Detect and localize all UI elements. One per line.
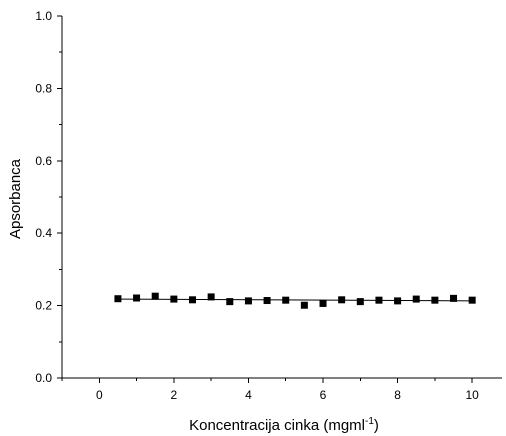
x-tick-label: 0 (96, 388, 103, 402)
x-tick-label: 2 (171, 388, 178, 402)
x-tick-label: 6 (320, 388, 327, 402)
y-tick-label: 0.4 (35, 226, 52, 240)
data-point (170, 295, 178, 303)
data-point (394, 297, 402, 305)
y-tick-label: 0.0 (35, 371, 52, 385)
data-point (431, 296, 439, 304)
ticks: 0.0 0.2 0.4 0.6 0.8 1.0 0 2 4 6 8 10 (35, 9, 479, 402)
y-axis-title: Apsorbanca (7, 158, 24, 239)
data-point (282, 296, 290, 304)
y-tick-label: 0.6 (35, 154, 52, 168)
x-axis-title-main: Koncentracija cinka (mgml (189, 417, 365, 434)
data-point (375, 296, 383, 304)
data-point (151, 292, 159, 300)
data-point (450, 294, 458, 302)
x-axis-title-end: ) (374, 417, 379, 434)
data-point (226, 298, 234, 306)
data-point (244, 297, 252, 305)
data-point (114, 295, 122, 303)
x-tick-label: 4 (245, 388, 252, 402)
data-point (319, 299, 327, 307)
data-point (189, 296, 197, 304)
x-axis-title: Koncentracija cinka (mgml-1) (189, 416, 379, 434)
x-tick-label: 10 (465, 388, 479, 402)
data-point (468, 296, 476, 304)
x-axis-title-superscript: -1 (365, 416, 374, 427)
data-point (338, 296, 346, 304)
data-points (114, 292, 476, 309)
axes (61, 16, 502, 379)
y-tick-label: 0.2 (35, 299, 52, 313)
data-point (356, 298, 364, 306)
y-tick-label: 1.0 (35, 9, 52, 23)
data-point (300, 301, 308, 309)
data-point (263, 297, 271, 305)
y-tick-label: 0.8 (35, 81, 52, 95)
data-point (133, 294, 141, 302)
data-point (412, 295, 420, 303)
data-point (207, 293, 215, 301)
x-tick-label: 8 (394, 388, 401, 402)
